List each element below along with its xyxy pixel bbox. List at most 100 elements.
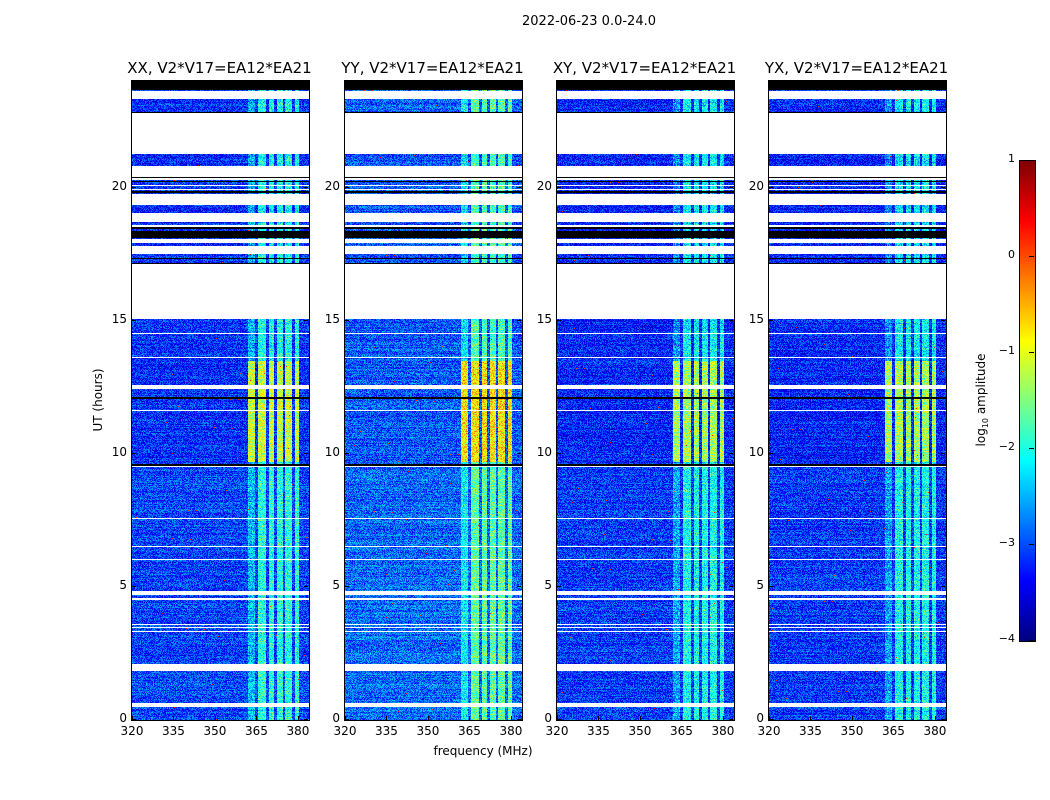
x-tick (769, 716, 770, 720)
y-tick (941, 585, 945, 587)
colorbar-tick (1029, 448, 1034, 449)
colorbar-label-prefix: log (973, 428, 988, 447)
x-tick (639, 716, 641, 720)
colorbar-tick (1029, 160, 1034, 161)
y-tick (557, 319, 561, 321)
heatmap-panel (556, 80, 735, 721)
y-tick-label: 15 (111, 311, 127, 326)
y-tick-label: 0 (756, 711, 764, 725)
x-tick-label: 335 (799, 724, 822, 738)
x-tick (345, 716, 346, 720)
y-tick (132, 452, 136, 454)
y-tick (517, 585, 521, 587)
y-tick (517, 186, 521, 188)
y-tick (729, 319, 733, 321)
y-tick (304, 452, 308, 454)
y-tick-label: 10 (111, 444, 127, 459)
x-tick (132, 716, 133, 720)
x-tick (386, 716, 388, 720)
y-tick (557, 719, 561, 720)
x-tick-label: 380 (499, 724, 523, 738)
panel-title: XY, V2*V17=EA12*EA21 (552, 59, 737, 77)
colorbar-tick-label: 0 (1008, 248, 1015, 261)
y-tick (517, 452, 521, 454)
y-tick-label: 15 (748, 311, 764, 326)
x-tick (214, 716, 216, 720)
x-tick (173, 716, 175, 720)
y-tick-label: 20 (748, 178, 764, 193)
x-tick (386, 81, 388, 85)
colorbar-tick (1029, 256, 1034, 257)
x-tick (722, 716, 724, 720)
x-tick (598, 716, 600, 720)
y-tick (941, 452, 945, 454)
x-tick-label: 380 (923, 724, 947, 738)
y-tick (304, 719, 308, 720)
x-tick-label: 365 (670, 724, 693, 738)
x-tick-label: 350 (628, 724, 652, 738)
y-tick-label: 0 (544, 711, 552, 725)
y-tick (729, 186, 733, 188)
y-tick (941, 186, 945, 188)
y-tick (345, 719, 349, 720)
x-tick (297, 81, 299, 85)
y-tick (769, 319, 773, 321)
x-tick (769, 81, 770, 85)
x-tick-label: 320 (333, 724, 357, 738)
colorbar-tick-label: 1 (1008, 152, 1015, 165)
y-tick-label: 10 (324, 444, 340, 459)
x-tick (681, 716, 683, 720)
y-tick (941, 319, 945, 321)
y-tick (557, 585, 561, 587)
colorbar-tick-label: −2 (998, 440, 1015, 453)
y-tick (345, 186, 349, 188)
x-tick (173, 81, 175, 85)
y-tick-label: 15 (324, 311, 340, 326)
y-tick (132, 186, 136, 188)
x-tick-label: 320 (120, 724, 144, 738)
heatmap-panel (131, 80, 310, 721)
panel-title: XX, V2*V17=EA12*EA21 (127, 59, 312, 77)
y-tick (557, 186, 561, 188)
y-tick (729, 719, 733, 720)
x-tick-label: 320 (757, 724, 781, 738)
colorbar-label-sub: 10 (981, 417, 991, 429)
colorbar-tick-label: −1 (998, 344, 1015, 357)
y-tick-label: 5 (544, 577, 552, 592)
y-tick-label: 20 (536, 178, 552, 193)
heatmap-panel (768, 80, 947, 721)
x-tick (427, 716, 429, 720)
y-tick (769, 585, 773, 587)
x-tick-label: 350 (416, 724, 440, 738)
x-tick (469, 81, 471, 85)
y-tick-label: 0 (119, 711, 127, 725)
x-tick (934, 716, 936, 720)
y-tick (729, 585, 733, 587)
x-tick (214, 81, 216, 85)
y-tick (345, 452, 349, 454)
heatmap-panel (344, 80, 523, 721)
y-tick (345, 585, 349, 587)
y-tick (345, 319, 349, 321)
y-tick (132, 319, 136, 321)
y-tick (517, 719, 521, 720)
y-tick (769, 452, 773, 454)
panel-title: YY, V2*V17=EA12*EA21 (341, 59, 524, 77)
x-tick (297, 716, 299, 720)
x-tick (851, 81, 853, 85)
y-tick (729, 452, 733, 454)
x-tick (345, 81, 346, 85)
y-tick (132, 719, 136, 720)
x-tick-label: 350 (840, 724, 864, 738)
y-tick-label: 5 (332, 577, 340, 592)
x-tick-label: 380 (711, 724, 735, 738)
y-tick (132, 585, 136, 587)
heatmap-image (345, 81, 522, 720)
x-tick-label: 335 (162, 724, 185, 738)
x-tick (639, 81, 641, 85)
y-tick-label: 5 (119, 577, 127, 592)
x-tick-label: 320 (545, 724, 569, 738)
x-tick (510, 81, 512, 85)
x-tick (469, 716, 471, 720)
y-tick (304, 186, 308, 188)
